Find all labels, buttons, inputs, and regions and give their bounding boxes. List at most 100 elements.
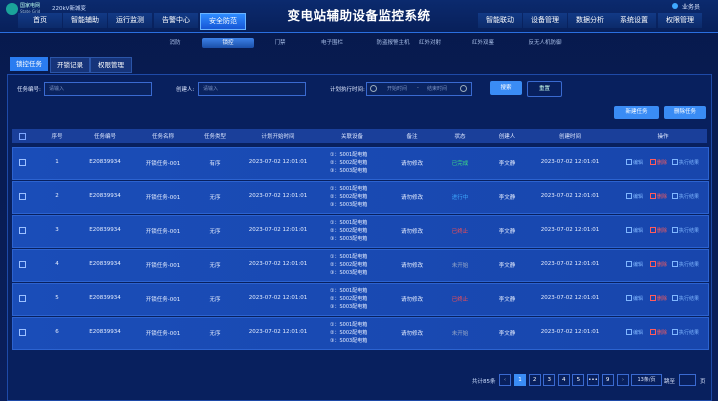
- action-icon: [650, 193, 656, 199]
- sub-nav-item[interactable]: 红外双鉴: [471, 40, 494, 46]
- sub-nav-item[interactable]: 反无人机防御: [528, 40, 562, 46]
- tab[interactable]: 开锁记录: [50, 57, 90, 73]
- checkbox[interactable]: [19, 329, 26, 336]
- action-2[interactable]: 执行结果: [679, 160, 700, 166]
- action-2[interactable]: 执行结果: [679, 296, 700, 302]
- nav-item[interactable]: 首页: [18, 13, 62, 28]
- cell: 请勿修改: [400, 195, 423, 201]
- nav-item[interactable]: 运行监测: [108, 13, 152, 28]
- page-button[interactable]: 9: [601, 374, 614, 386]
- nav-item[interactable]: 安全防范: [200, 13, 246, 30]
- cell: 2023-07-02 12:01:01: [248, 261, 308, 267]
- page-button[interactable]: 3: [543, 374, 556, 386]
- table-row: [12, 147, 709, 180]
- action-icon: [626, 159, 632, 165]
- delete-button[interactable]: 删除任务: [664, 106, 706, 119]
- search-button[interactable]: 搜索: [490, 81, 522, 95]
- nav-item[interactable]: 设备管理: [523, 13, 567, 28]
- cell: 无序: [209, 297, 221, 303]
- device: ③：S003配电箱: [330, 168, 368, 174]
- cell: E20839934: [89, 159, 121, 165]
- cell: 2023-07-02 12:01:01: [540, 295, 600, 301]
- reset-button[interactable]: 重置: [527, 81, 562, 97]
- tab[interactable]: 权限管理: [90, 57, 132, 73]
- prev-button[interactable]: ‹: [499, 374, 511, 386]
- table-row: [12, 215, 709, 248]
- nav-item[interactable]: 智能联动: [478, 13, 522, 28]
- device: ①：S001配电箱: [330, 220, 368, 226]
- cell: 进行中: [451, 195, 469, 201]
- nav-item[interactable]: 数据分析: [568, 13, 612, 28]
- checkbox[interactable]: [19, 261, 26, 268]
- action-0[interactable]: 编辑: [633, 160, 644, 166]
- action-2[interactable]: 执行结果: [679, 262, 700, 268]
- sub-nav-item[interactable]: 红外对射: [418, 40, 441, 46]
- jump-input[interactable]: [679, 374, 696, 386]
- cell: 李文静: [498, 297, 516, 303]
- action-2[interactable]: 执行结果: [679, 330, 700, 336]
- device: ②：S002配电箱: [330, 194, 368, 200]
- tab[interactable]: 锁控任务: [10, 57, 48, 71]
- action-1[interactable]: 删除: [657, 228, 668, 234]
- next-button[interactable]: ›: [617, 374, 629, 386]
- sub-nav-item[interactable]: 消防: [169, 40, 181, 46]
- action-0[interactable]: 编辑: [633, 228, 644, 234]
- page-button[interactable]: 5: [572, 374, 585, 386]
- action-0[interactable]: 编辑: [633, 330, 644, 336]
- cell: 已终止: [451, 229, 469, 235]
- nav-item[interactable]: 系统设置: [612, 13, 656, 28]
- cell: 无序: [209, 331, 221, 337]
- action-1[interactable]: 删除: [657, 330, 668, 336]
- sub-nav-item[interactable]: 门禁: [274, 40, 286, 46]
- checkbox[interactable]: [19, 159, 26, 166]
- action-icon: [626, 193, 632, 199]
- action-1[interactable]: 删除: [657, 262, 668, 268]
- station: 220kV新城变: [52, 6, 86, 12]
- filter-input[interactable]: 请输入: [198, 82, 306, 96]
- cell: E20839934: [89, 295, 121, 301]
- checkbox[interactable]: [19, 193, 26, 200]
- action-0[interactable]: 编辑: [633, 296, 644, 302]
- action-icon: [650, 227, 656, 233]
- nav-item[interactable]: 智能辅助: [63, 13, 107, 28]
- sub-nav-item[interactable]: 电子围栏: [320, 40, 343, 46]
- action-1[interactable]: 删除: [657, 194, 668, 200]
- cell: 请勿修改: [400, 331, 423, 337]
- filter-label: 创建人:: [176, 87, 195, 93]
- cell: 6: [55, 329, 59, 335]
- table-row: [12, 249, 709, 282]
- cell: 已完成: [451, 161, 469, 167]
- action-2[interactable]: 执行结果: [679, 228, 700, 234]
- logo-icon: [6, 3, 18, 15]
- cell: 无序: [209, 229, 221, 235]
- page-button[interactable]: 4: [557, 374, 570, 386]
- checkbox[interactable]: [19, 227, 26, 234]
- date-box[interactable]: [366, 82, 472, 96]
- filter-input[interactable]: 请输入: [44, 82, 152, 96]
- cell: 2023-07-02 12:01:01: [248, 329, 308, 335]
- action-0[interactable]: 编辑: [633, 194, 644, 200]
- sub-nav-item[interactable]: 锁控: [202, 38, 254, 48]
- cell: 李文静: [498, 161, 516, 167]
- action-1[interactable]: 删除: [657, 160, 668, 166]
- cell: 请勿修改: [400, 297, 423, 303]
- nav-item[interactable]: 权限管理: [658, 13, 702, 28]
- page-button[interactable]: 2: [528, 374, 541, 386]
- checkbox[interactable]: [19, 295, 26, 302]
- sub-nav-item[interactable]: 防盗报警主机: [376, 40, 410, 46]
- cell: 李文静: [498, 263, 516, 269]
- nav-item[interactable]: 告警中心: [154, 13, 198, 28]
- action-icon: [672, 193, 678, 199]
- action-1[interactable]: 删除: [657, 296, 668, 302]
- action-icon: [672, 159, 678, 165]
- page-size[interactable]: 13条/页: [631, 374, 662, 386]
- page-button[interactable]: 1: [514, 374, 526, 386]
- page-button[interactable]: •••: [587, 374, 599, 386]
- cell: E20839934: [89, 329, 121, 335]
- cell: 未开始: [451, 263, 469, 269]
- create-button[interactable]: 新建任务: [614, 106, 659, 119]
- action-0[interactable]: 编辑: [633, 262, 644, 268]
- action-2[interactable]: 执行结果: [679, 194, 700, 200]
- user-name[interactable]: 业务员: [682, 4, 701, 11]
- checkbox[interactable]: [19, 133, 26, 140]
